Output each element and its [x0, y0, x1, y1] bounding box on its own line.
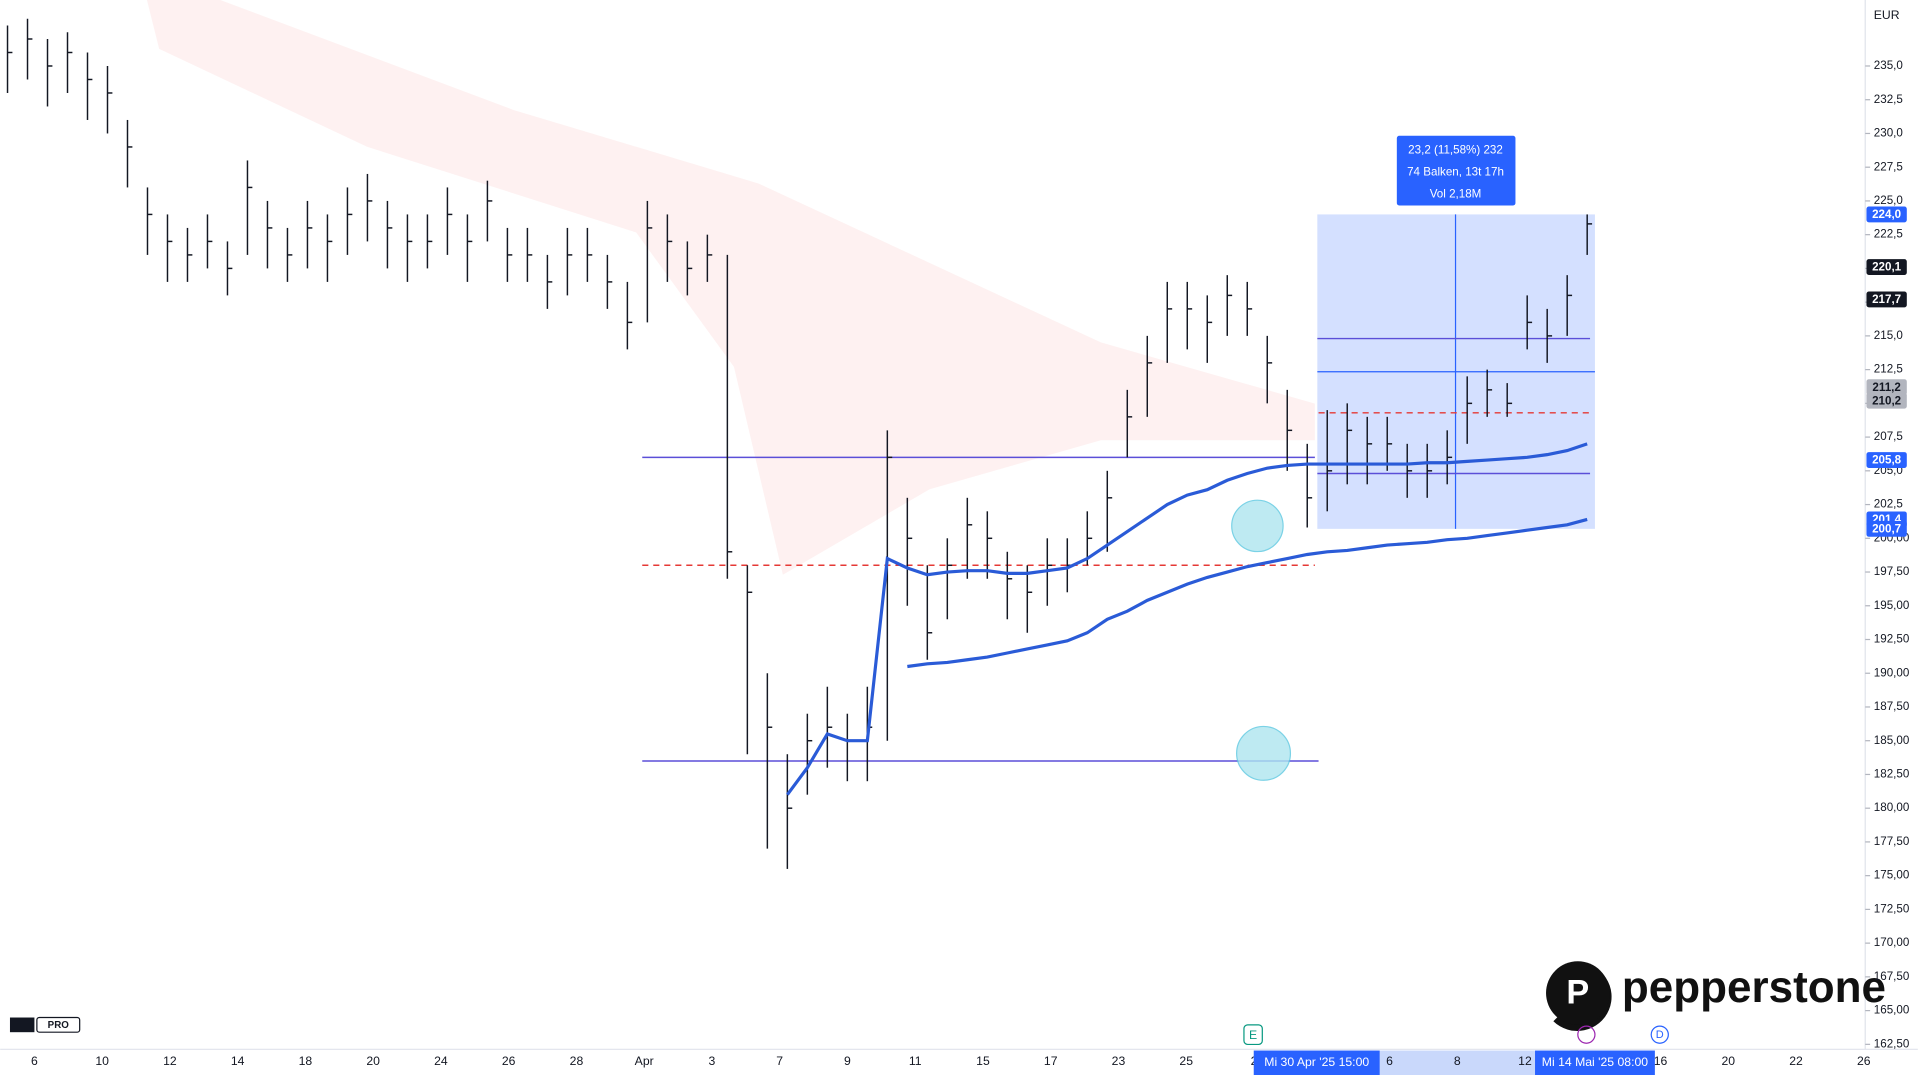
- y-tick-label: 180,00: [1874, 801, 1910, 814]
- event-label[interactable]: D: [1656, 1029, 1664, 1041]
- price-tag-label: 217,7: [1872, 293, 1901, 306]
- y-tick-label: 232,5: [1874, 93, 1903, 106]
- x-tick-label: 22: [1789, 1054, 1803, 1068]
- x-tick-label: 9: [844, 1054, 851, 1068]
- price-tag-label: 205,8: [1872, 454, 1902, 467]
- range-highlight: [1379, 1050, 1536, 1075]
- crosshair-label-box: [1253, 1050, 1380, 1075]
- price-tag: [1866, 206, 1907, 223]
- x-tick-label: 6: [31, 1054, 38, 1068]
- y-tick-label: 165,00: [1874, 1004, 1910, 1017]
- x-tick-label: 10: [95, 1054, 109, 1068]
- x-tick-label: 28: [570, 1054, 584, 1068]
- brand-mark: P: [1566, 973, 1589, 1011]
- y-tick-label: 185,00: [1874, 734, 1910, 747]
- ema-cloud: [146, 0, 1315, 575]
- y-tick-label: 212,5: [1874, 363, 1903, 376]
- x-tick-label: 20: [1721, 1054, 1735, 1068]
- x-tick-label: 3: [709, 1054, 716, 1068]
- highlight-circle: [1236, 725, 1292, 781]
- brand-name: pepperstone: [1622, 963, 1886, 1012]
- measure-label: 23,2 (11,58%) 232: [1408, 143, 1503, 156]
- x-tick-label: 26: [1857, 1054, 1871, 1068]
- x-tick-label: 14: [231, 1054, 245, 1068]
- x-tick-label: 15: [976, 1054, 990, 1068]
- price-tag-label: 224,0: [1872, 208, 1901, 221]
- measure-label: 74 Balken, 13t 17h: [1407, 166, 1504, 179]
- x-tick-label: Apr: [635, 1054, 654, 1068]
- y-tick-label: 192,50: [1874, 633, 1910, 646]
- y-tick-label: 175,00: [1874, 869, 1910, 882]
- price-tag: [1866, 259, 1907, 276]
- y-tick-label: 182,50: [1874, 768, 1910, 781]
- y-tick-label: 197,50: [1874, 565, 1910, 578]
- y-tick-label: 187,50: [1874, 700, 1910, 713]
- price-tag-label: 210,2: [1872, 394, 1901, 407]
- y-tick-label: 215,0: [1874, 329, 1903, 342]
- x-tick-label: 11: [909, 1054, 922, 1068]
- measure-label-box: [1396, 135, 1516, 206]
- y-tick-label: 177,50: [1874, 835, 1910, 848]
- tv-pro: PRO: [48, 1020, 70, 1031]
- event-label[interactable]: E: [1249, 1028, 1257, 1042]
- crosshair-label: Mi 30 Apr '25 15:00: [1264, 1055, 1369, 1069]
- y-tick-label: 207,5: [1874, 430, 1903, 443]
- x-tick-label: 20: [366, 1054, 380, 1068]
- y-tick-label: 172,50: [1874, 902, 1910, 915]
- x-tick-label: 12: [1518, 1054, 1532, 1068]
- tv-logo: PRO: [9, 1016, 81, 1033]
- x-tick-label: 16: [1654, 1054, 1668, 1068]
- x-tick-label: 24: [434, 1054, 448, 1068]
- highlight-circle: [1231, 499, 1284, 553]
- price-tag-label: 200,7: [1872, 523, 1901, 536]
- event-icon[interactable]: [1650, 1025, 1669, 1044]
- x-tick-label: 18: [299, 1054, 313, 1068]
- y-tick-label: 235,0: [1874, 59, 1903, 72]
- x-tick-label: 17: [1044, 1054, 1058, 1068]
- x-tick-label: 12: [163, 1054, 177, 1068]
- y-tick-label: 167,50: [1874, 970, 1910, 983]
- y-tick-label: 202,5: [1874, 498, 1903, 511]
- x-tick-label: 23: [1112, 1054, 1126, 1068]
- y-tick-label: 190,00: [1874, 666, 1910, 679]
- y-tick-label: 170,00: [1874, 936, 1910, 949]
- crosshair-label-box: [1535, 1050, 1655, 1075]
- vwap-line: [786, 442, 1588, 796]
- event-icon[interactable]: [1243, 1024, 1263, 1046]
- x-tick-label: 6: [1386, 1054, 1393, 1068]
- price-tag: [1866, 392, 1907, 409]
- y-tick-label: 195,00: [1874, 599, 1910, 612]
- y-tick-label: 222,5: [1874, 228, 1903, 241]
- event-icon[interactable]: [1577, 1025, 1596, 1044]
- vwap-line: [907, 517, 1588, 669]
- currency: EUR: [1874, 8, 1900, 22]
- price-tag-label: 211,2: [1872, 381, 1900, 394]
- y-tick-label: 227,5: [1874, 160, 1903, 173]
- price-tag-label: 220,1: [1872, 261, 1902, 274]
- price-tag: [1866, 291, 1907, 308]
- price-tag: [1866, 452, 1907, 468]
- x-tick-label: 8: [1454, 1054, 1461, 1068]
- measure-label: Vol 2,18M: [1430, 188, 1482, 201]
- y-tick-label: 230,0: [1874, 127, 1903, 140]
- x-tick-label: 25: [1179, 1054, 1193, 1068]
- crosshair-label: Mi 14 Mai '25 08:00: [1542, 1055, 1648, 1069]
- y-tick-label: 162,50: [1874, 1037, 1910, 1050]
- x-tick-label: 7: [776, 1054, 783, 1068]
- x-tick-label: 26: [502, 1054, 516, 1068]
- y-tick-label: 225,0: [1874, 194, 1903, 207]
- price-tag: [1866, 379, 1907, 396]
- price-tag: [1866, 520, 1907, 537]
